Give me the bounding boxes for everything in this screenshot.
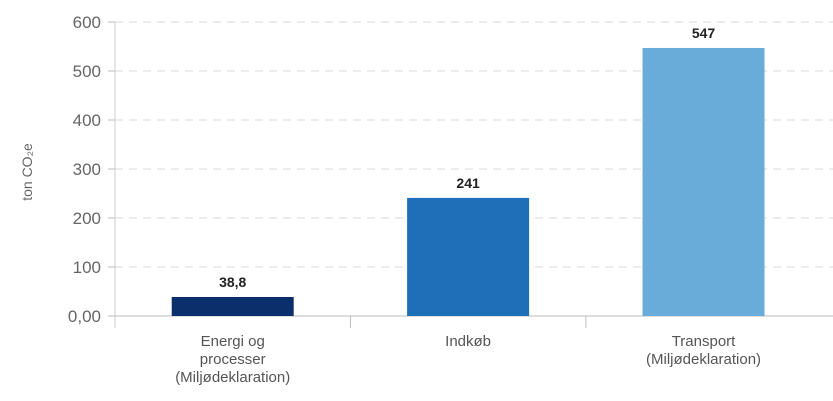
x-category-label-line: Transport <box>672 333 736 350</box>
x-category-label: Transport (Miljødeklaration) <box>646 333 761 368</box>
bar <box>642 47 765 316</box>
y-tick-label: 200 <box>73 209 101 228</box>
y-tick-label: 600 <box>73 13 101 32</box>
gridlines <box>115 21 833 268</box>
y-tick-label: 0,00 <box>68 307 101 326</box>
x-category-label: Indkøb <box>445 333 491 350</box>
bar <box>171 296 294 316</box>
x-category-label: Energi og processer (Miljødeklaration) <box>175 333 290 386</box>
x-category-label-line: Indkøb <box>445 333 491 350</box>
data-label: 241 <box>456 175 480 191</box>
y-tick-label: 300 <box>73 160 101 179</box>
x-category-label-line: Energi og <box>201 333 265 350</box>
data-label: 38,8 <box>219 274 246 290</box>
y-tick-label: 100 <box>73 258 101 277</box>
x-category-label-line: (Miljødeklaration) <box>646 351 761 368</box>
bars: 38,8 241 547 <box>171 25 765 316</box>
y-tick-label: 500 <box>73 62 101 81</box>
y-axis-ticks: 0,00 100 200 300 400 500 600 <box>68 13 115 326</box>
y-tick-label: 400 <box>73 111 101 130</box>
x-category-label-line: (Miljødeklaration) <box>175 369 290 386</box>
data-label: 547 <box>692 25 716 41</box>
bar <box>407 197 530 316</box>
x-axis-categories: Energi og processer (Miljødeklaration)Indk… <box>175 316 761 386</box>
x-category-label-line: processer <box>200 351 266 368</box>
y-axis-label: ton CO₂e <box>19 143 35 201</box>
